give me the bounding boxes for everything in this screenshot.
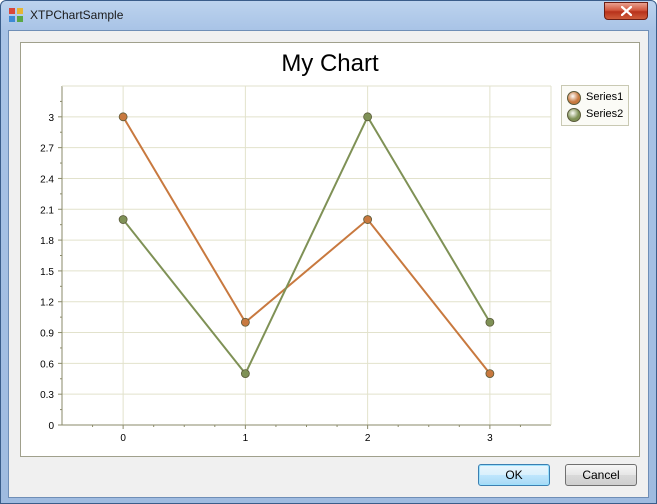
y-tick-label: 2.1 <box>40 205 54 216</box>
legend-label: Series2 <box>586 108 624 120</box>
series2-point <box>485 317 495 327</box>
series2-point <box>363 112 373 122</box>
chart-title: My Chart <box>281 50 379 77</box>
y-tick-label: 1.8 <box>40 236 54 247</box>
y-tick-label: 0.9 <box>40 329 54 340</box>
y-tick-label: 2.7 <box>40 144 54 155</box>
dialog-client-area: My Chart 0 0.3 0.6 0.9 1.2 1.5 1.8 2.1 2.4 2.7 3 0 1… <box>8 30 649 498</box>
y-tick-label: 0.3 <box>40 390 54 401</box>
x-tick-label: 2 <box>365 433 371 444</box>
y-tick-label: 0 <box>48 421 54 432</box>
legend-marker-icon <box>567 91 581 105</box>
y-tick-label: 1.2 <box>40 298 54 309</box>
close-icon <box>621 6 632 16</box>
legend-item-series1: Series1 <box>567 90 629 106</box>
chart-panel: My Chart 0 0.3 0.6 0.9 1.2 1.5 1.8 2.1 2.4 2.7 3 0 1… <box>20 42 640 457</box>
y-tick-label: 3 <box>48 113 54 124</box>
line-chart: 0 0.3 0.6 0.9 1.2 1.5 1.8 2.1 2.4 2.7 3 0 1 2 3 <box>40 85 552 444</box>
series1-line <box>122 116 491 375</box>
window-title: XTPChartSample <box>30 8 124 22</box>
series1-point <box>485 369 495 379</box>
title-bar[interactable]: XTPChartSample <box>1 1 656 29</box>
ok-button[interactable]: OK <box>478 464 550 486</box>
app-icon <box>9 8 23 22</box>
y-tick-label: 1.5 <box>40 267 54 278</box>
legend-label: Series1 <box>586 91 624 103</box>
chart-legend: Series1 Series2 <box>561 85 629 126</box>
legend-marker-icon <box>567 108 581 122</box>
x-tick-label: 3 <box>487 433 493 444</box>
legend-item-series2: Series2 <box>567 107 629 123</box>
series1-point <box>118 112 128 122</box>
series2-point <box>240 369 250 379</box>
cancel-button[interactable]: Cancel <box>565 464 637 486</box>
y-tick-label: 0.6 <box>40 359 54 370</box>
plot-area <box>62 86 551 425</box>
series2-point <box>118 215 128 224</box>
y-tick-label: 2.4 <box>40 174 54 185</box>
x-tick-label: 0 <box>120 433 126 444</box>
x-tick-label: 1 <box>243 433 249 444</box>
series1-point <box>363 215 373 224</box>
close-button[interactable] <box>604 2 648 20</box>
series1-point <box>240 317 250 327</box>
series2-line <box>122 114 491 376</box>
